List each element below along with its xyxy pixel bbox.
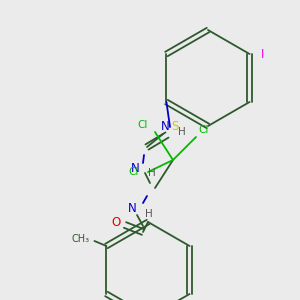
Text: H: H <box>148 168 156 178</box>
Text: H: H <box>145 209 153 219</box>
Text: S: S <box>171 121 179 134</box>
Text: H: H <box>178 127 186 137</box>
Text: I: I <box>261 47 264 61</box>
Text: CH₃: CH₃ <box>71 234 89 244</box>
Text: Cl: Cl <box>138 120 148 130</box>
Text: Cl: Cl <box>129 167 139 177</box>
Text: N: N <box>130 161 140 175</box>
Text: O: O <box>111 217 121 230</box>
Text: N: N <box>160 121 169 134</box>
Text: Cl: Cl <box>199 125 209 135</box>
Text: N: N <box>128 202 136 215</box>
